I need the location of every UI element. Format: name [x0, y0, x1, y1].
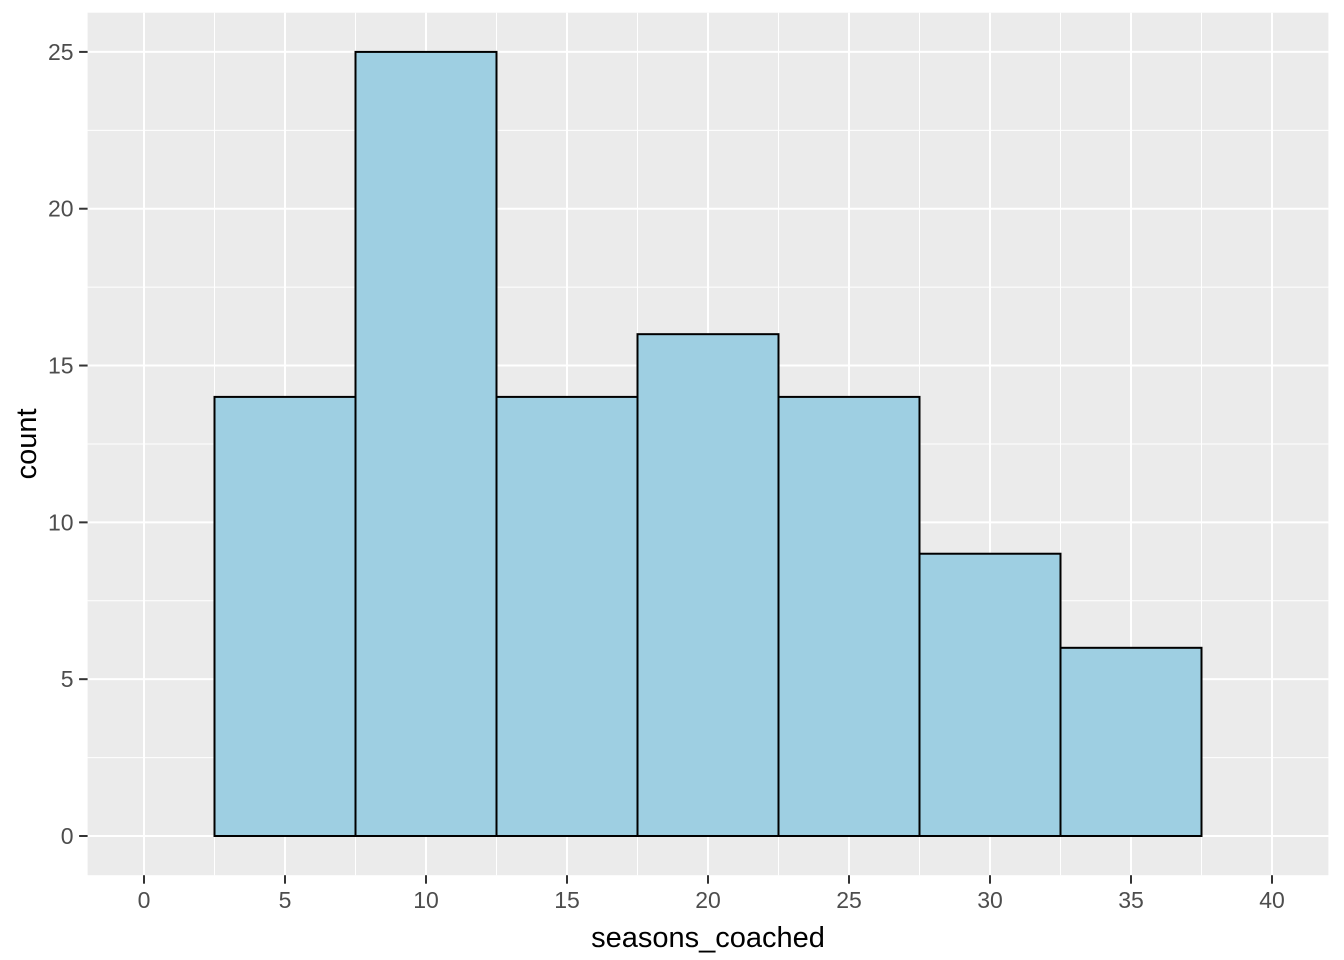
x-tick-label: 40	[1259, 887, 1285, 913]
histogram-bar	[213, 395, 357, 837]
y-tick-label: 10	[48, 509, 74, 535]
x-tick-label: 25	[836, 887, 862, 913]
histogram-bar	[495, 395, 639, 837]
x-axis-title: seasons_coached	[591, 922, 825, 954]
y-tick-label: 5	[61, 666, 74, 692]
histogram-bar	[1059, 646, 1203, 837]
histogram-bar	[354, 50, 498, 837]
histogram-bar	[918, 552, 1062, 837]
y-tick-label: 20	[48, 196, 74, 222]
y-tick-label: 15	[48, 353, 74, 379]
y-tick-label: 0	[61, 823, 74, 849]
histogram-bar	[636, 333, 780, 837]
x-tick-label: 15	[554, 887, 580, 913]
histogram-bar	[777, 395, 921, 837]
x-tick-label: 0	[138, 887, 151, 913]
x-tick-label: 5	[279, 887, 292, 913]
x-tick-label: 35	[1118, 887, 1144, 913]
x-tick-label: 30	[977, 887, 1003, 913]
x-tick-label: 10	[413, 887, 439, 913]
y-axis-title: count	[11, 408, 43, 479]
y-tick-label: 25	[48, 39, 74, 65]
x-tick-label: 20	[695, 887, 721, 913]
